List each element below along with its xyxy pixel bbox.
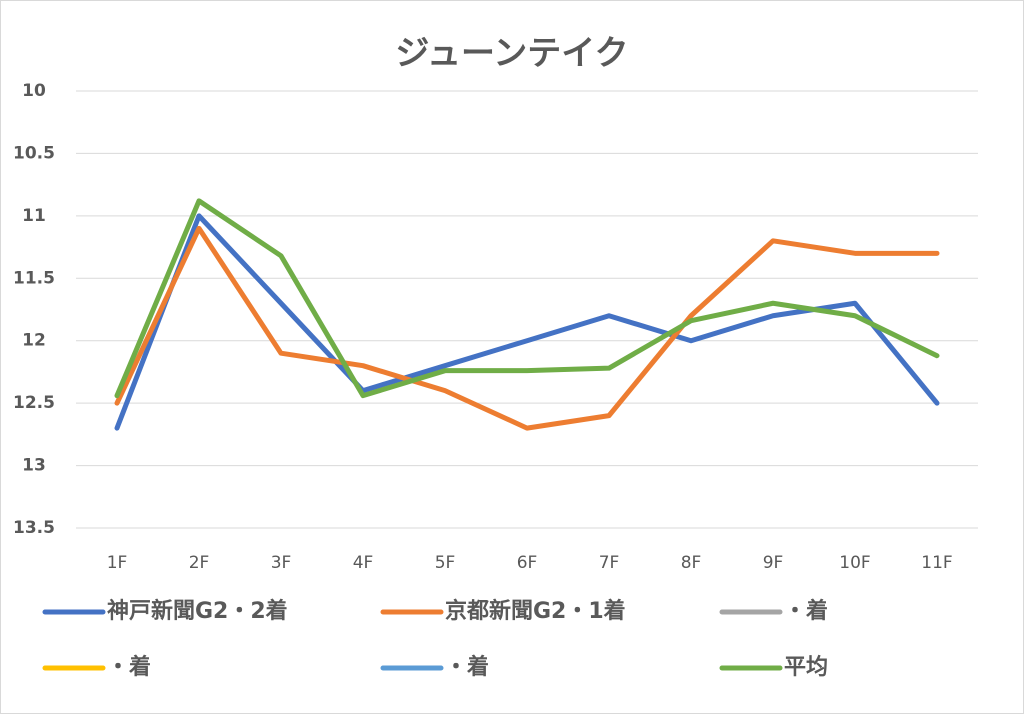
y-tick-label: 12.5 xyxy=(13,393,55,413)
x-tick-label: 11F xyxy=(921,553,952,573)
x-tick-label: 6F xyxy=(517,553,538,573)
x-tick-label: 5F xyxy=(435,553,456,573)
legend-label: 京都新聞G2・1着 xyxy=(445,598,626,624)
legend-label: ・着 xyxy=(107,654,151,680)
series-line xyxy=(114,198,940,399)
legend-label: 神戸新聞G2・2着 xyxy=(107,598,288,624)
y-tick-label: 10 xyxy=(22,81,46,101)
y-tick-label: 11.5 xyxy=(13,268,55,288)
chart-title: ジューンテイク xyxy=(395,34,628,74)
x-tick-label: 10F xyxy=(839,553,870,573)
series-line xyxy=(114,225,940,431)
x-tick-label: 2F xyxy=(189,553,210,573)
y-tick-label: 13 xyxy=(22,456,46,476)
series-line xyxy=(114,213,940,431)
y-tick-label: 13.5 xyxy=(13,518,55,538)
y-tick-label: 11 xyxy=(22,206,46,226)
x-tick-label: 3F xyxy=(271,553,292,573)
legend-label: ・着 xyxy=(784,598,828,624)
x-tick-label: 4F xyxy=(353,553,374,573)
legend-label: 平均 xyxy=(784,654,828,680)
x-tick-label: 1F xyxy=(107,553,128,573)
x-tick-label: 8F xyxy=(681,553,702,573)
x-tick-label: 9F xyxy=(763,553,784,573)
y-tick-label: 10.5 xyxy=(13,143,55,163)
y-tick-label: 12 xyxy=(22,331,46,351)
x-tick-label: 7F xyxy=(599,553,620,573)
legend-label: ・着 xyxy=(445,654,489,680)
